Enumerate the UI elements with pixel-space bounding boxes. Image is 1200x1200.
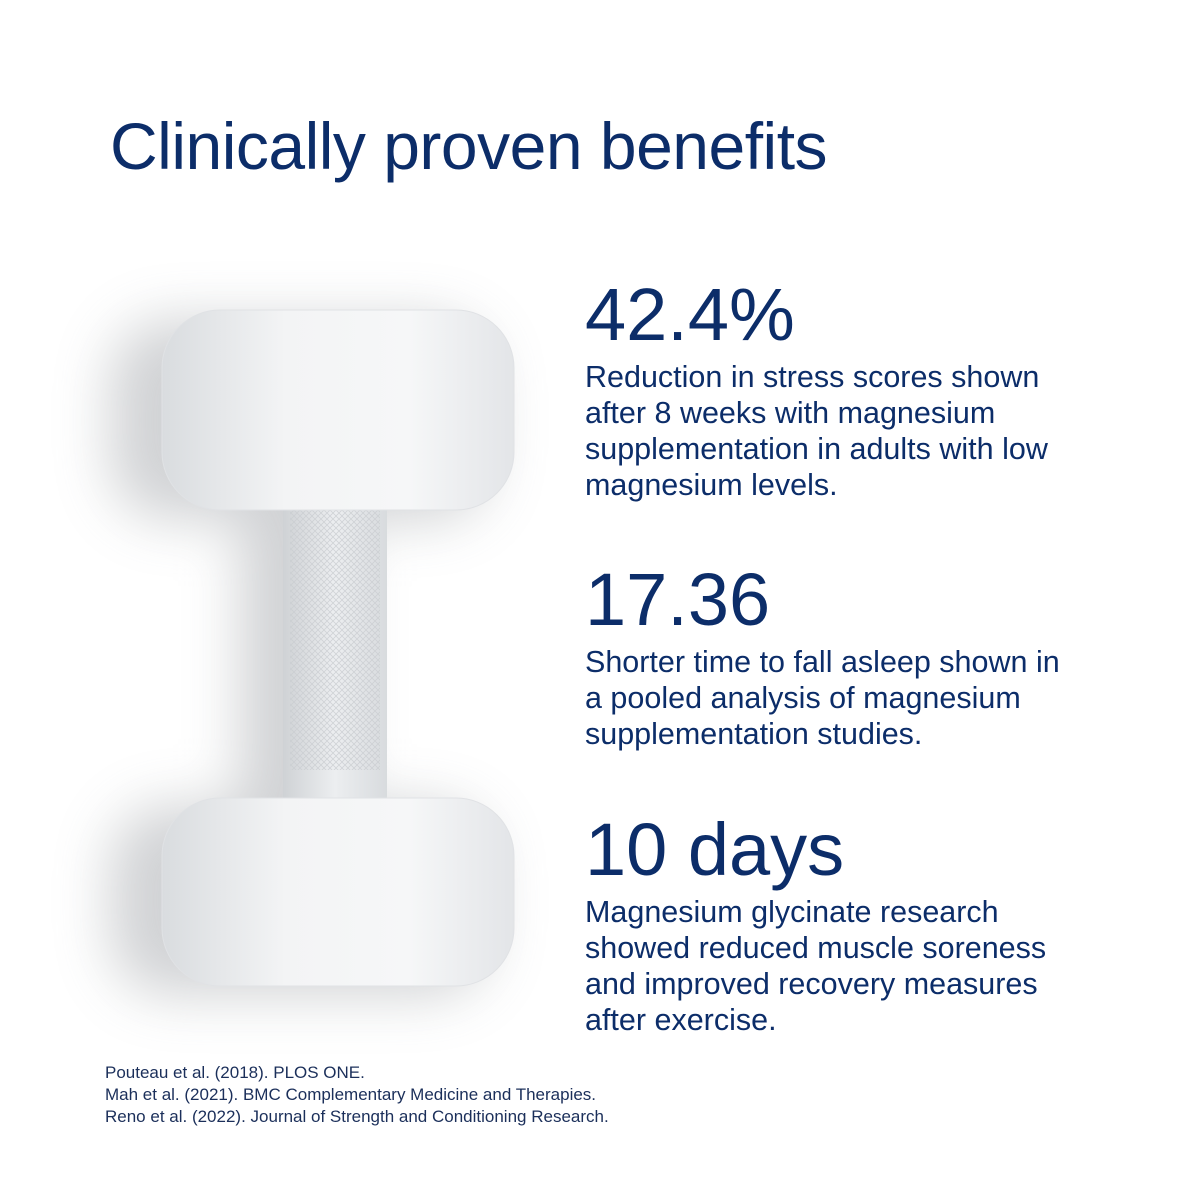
description-line: Shorter time to fall asleep shown in	[585, 645, 1060, 679]
references: Pouteau et al. (2018). PLOS ONE. Mah et a…	[105, 1062, 609, 1128]
top-weight	[161, 309, 515, 511]
description-line: and improved recovery measures	[585, 967, 1038, 1001]
stat: 17.36 Shorter time to fall asleep shown i…	[585, 560, 1185, 752]
stat-value: 10 days	[585, 808, 845, 891]
description-line: supplementation in adults with low	[585, 432, 1048, 466]
bottom-weight	[161, 797, 515, 987]
stat-description: Reduction in stress scores shown after 8 …	[585, 359, 1185, 503]
description-line: magnesium levels.	[585, 468, 838, 502]
stat-value: 17.36	[585, 558, 771, 641]
stat: 42.4% Reduction in stress scores shown aft…	[585, 275, 1185, 503]
description-line: showed reduced muscle soreness	[585, 931, 1047, 965]
stat-description: Shorter time to fall asleep shown in a po…	[585, 644, 1185, 752]
description-line: a pooled analysis of magnesium	[585, 681, 1021, 715]
description-line: after exercise.	[585, 1003, 777, 1037]
description-line: supplementation studies.	[585, 717, 923, 751]
stat-description: Magnesium glycinate research showed reduc…	[585, 894, 1185, 1038]
reference: Pouteau et al. (2018). PLOS ONE.	[105, 1063, 365, 1082]
description-line: after 8 weeks with magnesium	[585, 396, 996, 430]
stat: 10 days Magnesium glycinate research showe…	[585, 810, 1185, 1038]
title: Clinically proven benefits	[110, 109, 828, 183]
stat-value: 42.4%	[585, 273, 795, 356]
reference: Reno et al. (2022). Journal of Strength …	[105, 1107, 609, 1126]
reference: Mah et al. (2021). BMC Complementary Med…	[105, 1085, 597, 1104]
description-line: Magnesium glycinate research	[585, 895, 999, 929]
description-line: Reduction in stress scores shown	[585, 360, 1040, 394]
knurl	[290, 500, 380, 770]
